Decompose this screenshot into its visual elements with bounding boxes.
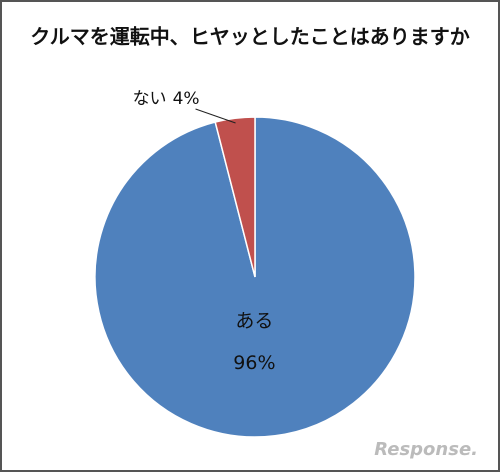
- chart-title: クルマを運転中、ヒヤッとしたことはありますか: [30, 25, 469, 49]
- category-label: ない: [133, 89, 167, 109]
- value-label: 96%: [233, 352, 275, 374]
- slice-label: ある: [235, 310, 273, 332]
- watermark: Response.: [374, 439, 478, 460]
- value-label: 4%: [173, 89, 200, 109]
- leader-line: [195, 108, 236, 124]
- slice-label: ない 4%: [133, 89, 200, 109]
- pie-slice: [214, 116, 256, 278]
